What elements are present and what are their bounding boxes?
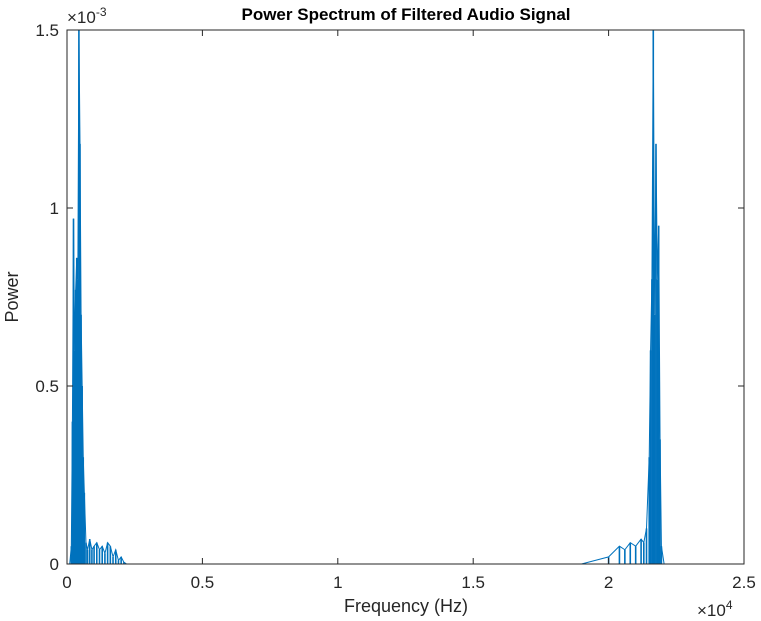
spectrum-line [69, 29, 744, 565]
y-axis-label: Power [2, 271, 22, 322]
x-exponent-power: 4 [726, 598, 733, 612]
series-0 [69, 29, 744, 565]
x-tick-label: 2.5 [732, 573, 756, 592]
axes-box [66, 29, 745, 565]
y-tick-label: 0 [50, 555, 59, 574]
x-axis-label: Frequency (Hz) [344, 596, 468, 616]
plot-area [67, 30, 744, 564]
x-tick-label: 0.5 [191, 573, 215, 592]
x-exponent-base: ×10 [697, 601, 726, 620]
y-tick-label: 1.5 [35, 21, 59, 40]
x-axis-exponent: ×104 [697, 598, 733, 620]
x-tick-label: 0 [62, 573, 71, 592]
y-tick-label: 0.5 [35, 377, 59, 396]
y-axis-exponent: ×10-3 [67, 5, 107, 27]
y-exponent-power: -3 [96, 5, 107, 19]
ticks-layer: 0 0.5 1 1.5 2 2.5 0 0.5 1 1.5 [35, 21, 755, 592]
series-layer [69, 29, 744, 565]
x-tick-label: 1 [333, 573, 342, 592]
y-tick-label: 1 [50, 199, 59, 218]
y-exponent-base: ×10 [67, 8, 96, 27]
x-tick-label: 1.5 [461, 573, 485, 592]
x-tick-label: 2 [604, 573, 613, 592]
chart-title: Power Spectrum of Filtered Audio Signal [241, 5, 570, 24]
